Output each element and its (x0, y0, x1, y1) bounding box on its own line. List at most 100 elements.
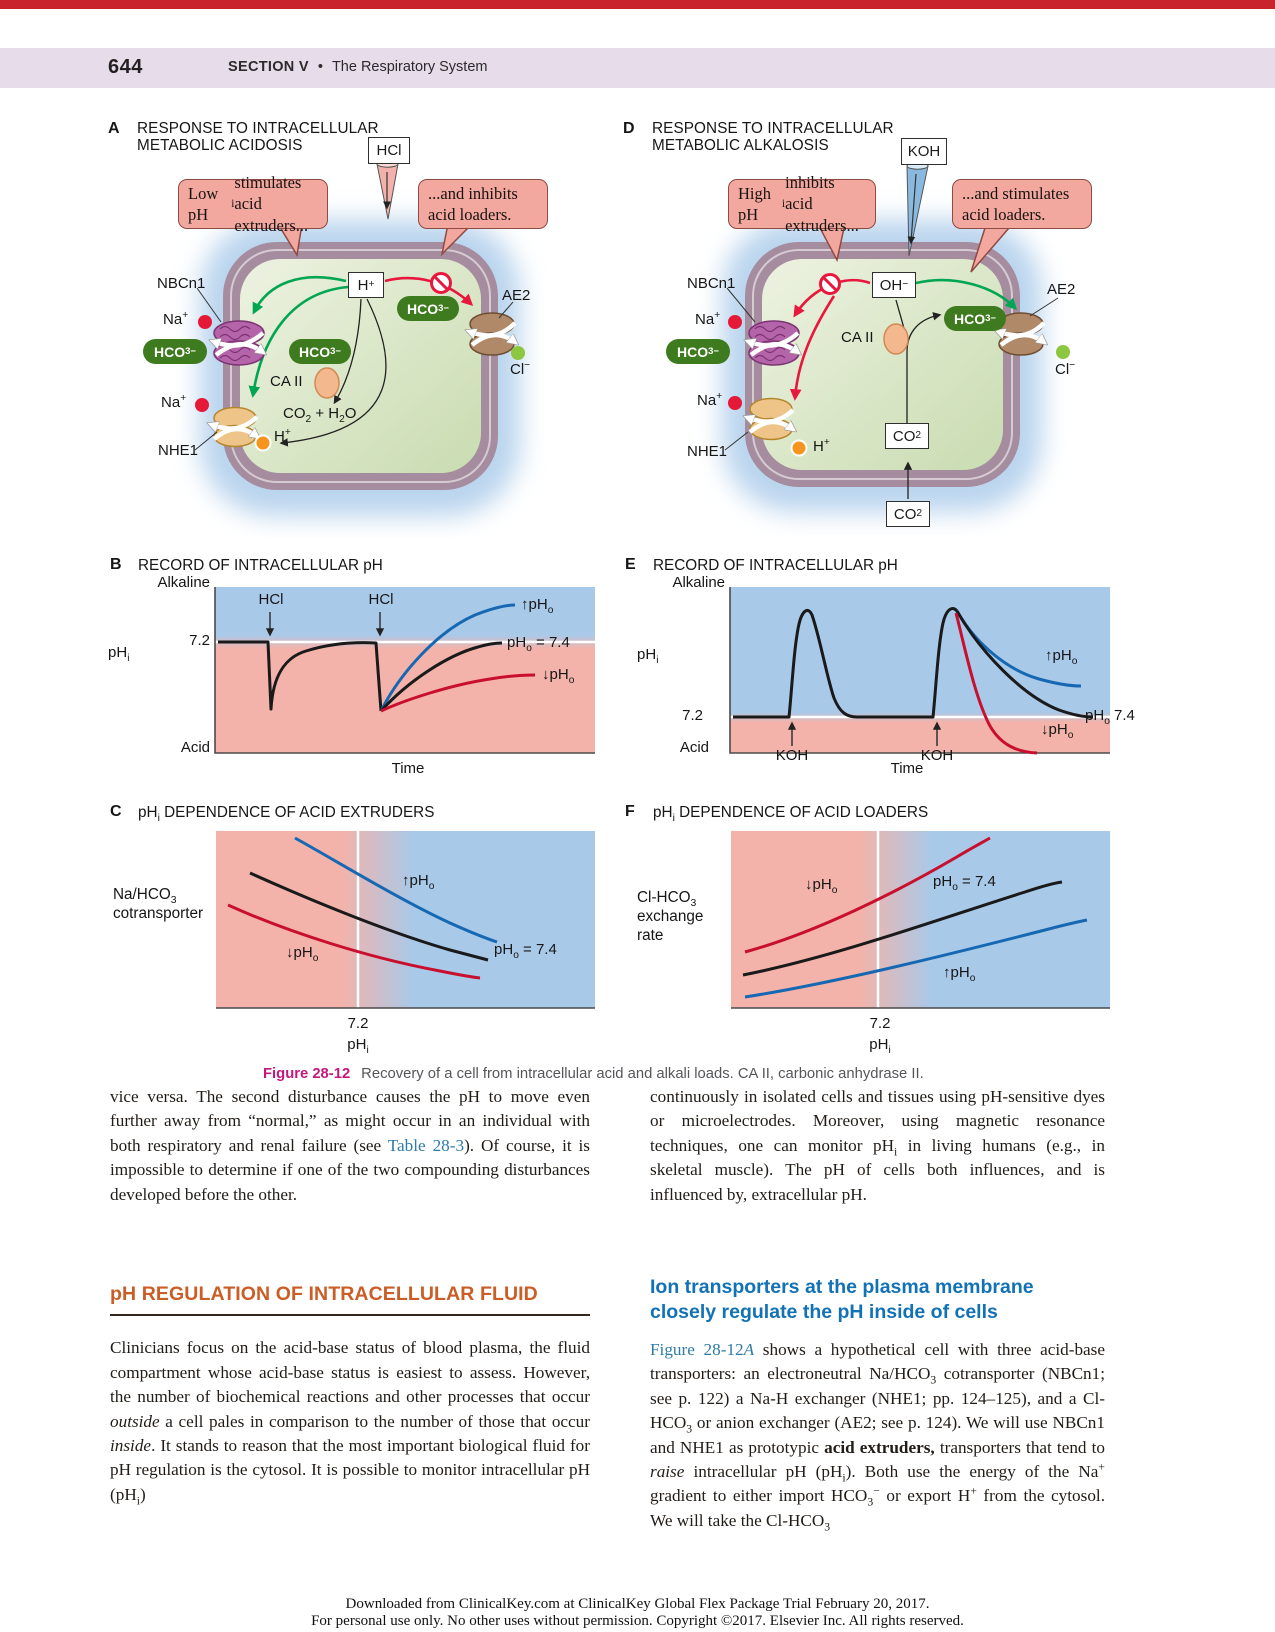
curve-low-pho (227, 903, 481, 980)
y-label-acid: Acid (679, 739, 709, 756)
nhe1-label: NHE1 (158, 442, 199, 459)
curve-label-low-pho: ↓pHo (286, 944, 319, 964)
curve-pho-74 (249, 871, 489, 962)
download-notice: Downloaded from ClinicalKey.com at Clini… (0, 1596, 1275, 1629)
curve-label-pho-74: pHo = 7.4 (933, 873, 996, 893)
nbcn1-leader-line (726, 287, 756, 323)
plot-background (731, 831, 1110, 1008)
ae2-leader-line (1029, 297, 1059, 317)
curve-label-low-pho: ↓pHo (542, 666, 575, 686)
co2-box-outside: CO 2 (886, 501, 930, 527)
na-dot-top (198, 315, 212, 329)
right-column: continuously in isolated cells and tissu… (650, 1085, 1105, 1533)
curve-label-pho-74: pHo 7.4 (1085, 707, 1135, 727)
cl-dot (511, 346, 525, 360)
callout-acid-loaders: ...and stimulates acid loaders. (952, 179, 1092, 229)
trace-low-pho (954, 612, 1038, 755)
nhe1-transporter (746, 397, 794, 441)
panel-title: RECORD OF INTRACELLULAR pH (653, 557, 898, 574)
curve-low-pho (744, 836, 991, 954)
y-tick-7-2: 7.2 (682, 707, 703, 724)
h-plus-label: H+ (274, 427, 291, 445)
cl-label: Cl− (1055, 360, 1076, 378)
na-label-bottom: Na+ (161, 393, 187, 411)
red-arrow-to-nhe1 (789, 295, 836, 401)
panel-title: RESPONSE TO INTRACELLULAR METABOLIC ALKAL… (652, 120, 894, 155)
panel-e-ph-record: E RECORD OF INTRACELLULAR pH Alkaline pH… (615, 548, 1160, 788)
nhe1-leader-line (724, 431, 749, 451)
oh-minus-box: OH − (872, 272, 916, 298)
curve-label-high-pho: ↑pHo (521, 596, 554, 616)
y-axis-label: Cl-HCO3 exchange rate (637, 889, 704, 944)
section-heading-ph-regulation: pH REGULATION OF INTRACELLULAR FLUID (110, 1282, 590, 1317)
panel-a-acidosis-diagram: A RESPONSE TO INTRACELLULAR METABOLIC ACI… (100, 112, 612, 537)
figure-caption: Figure 28-12 Recovery of a cell from intr… (263, 1066, 1033, 1082)
nbcn1-transporter (212, 320, 264, 366)
cell-diagram-alkalosis (722, 162, 1070, 512)
hcl-reagent-box: HCl (368, 137, 410, 164)
nbcn1-label: NBCn1 (157, 275, 206, 292)
ph-record-graph (729, 587, 1110, 755)
h-dot (790, 439, 808, 457)
curve-label-high-pho: ↑pHo (1045, 647, 1078, 667)
na-dot-bottom (728, 396, 742, 410)
co2-box-inside: CO 2 (885, 423, 929, 449)
figure-28-12a-link[interactable]: Figure 28-12A (650, 1340, 755, 1360)
curve-pho-74 (742, 880, 1063, 977)
h-plus-label: H+ (813, 437, 830, 455)
nbcn1-label: NBCn1 (687, 275, 736, 292)
bullet-separator: • (317, 59, 323, 75)
panel-letter: E (625, 556, 636, 573)
curve-label-high-pho: ↑pHo (943, 964, 976, 984)
green-arrow-to-ae2 (915, 278, 1018, 311)
nbcn1-leader-line (196, 287, 222, 323)
caii-label: CA II (270, 373, 303, 390)
y-label-alkaline: Alkaline (672, 574, 725, 591)
trace-high-pho (379, 603, 516, 712)
inhibit-symbol (430, 272, 452, 294)
pipette-arrow (907, 173, 917, 245)
na-label-top: Na+ (163, 310, 189, 328)
ae2-label: AE2 (502, 287, 531, 304)
nhe1-transporter (210, 406, 258, 448)
axes (729, 587, 1110, 754)
paragraph: vice versa. The second disturbance cause… (110, 1087, 590, 1204)
curve-label-low-pho: ↓pHo (1041, 721, 1074, 741)
callout-acid-extruders: High pH i inhibits acid extruders... (728, 173, 876, 235)
plot-background (216, 831, 595, 1008)
panel-f-acid-loaders: F pHi DEPENDENCE OF ACID LOADERS Cl-HCO3… (615, 795, 1160, 1065)
y-axis-label: pHi (637, 646, 659, 666)
footer-line-2: For personal use only. No other uses wit… (311, 1612, 964, 1629)
table-28-3-link[interactable]: Table 28-3 (387, 1135, 465, 1155)
curve-high-pho (744, 918, 1088, 999)
left-column: vice versa. The second disturbance cause… (110, 1085, 590, 1507)
x-axis-label: Time (890, 760, 924, 777)
panel-letter: D (623, 120, 635, 137)
callout-acid-extruders: Low pH i stimulates acid extruders... (178, 173, 328, 235)
x-axis-label: pHi (347, 1036, 369, 1056)
y-tick-7-2: 7.2 (189, 632, 210, 649)
figure-number: Figure 28-12 (263, 1066, 351, 1082)
na-dot-bottom (195, 398, 209, 412)
event-label-koh-1: KOH (775, 747, 809, 764)
panel-letter: A (108, 120, 120, 137)
section-title: SECTION V • The Respiratory System (228, 59, 488, 75)
thin-arrow-h-to-nhe1 (279, 298, 387, 447)
paragraph: Figure 28-12A shows a hypothetical cell … (650, 1340, 1105, 1534)
membrane-inner-line (752, 249, 1013, 480)
green-arrow-to-nbcn1 (252, 276, 347, 315)
trace-pho-74 (379, 641, 503, 713)
hco3-pill-inside: HCO 3− (944, 306, 1006, 331)
cytosol (762, 259, 1003, 470)
h-dot (254, 434, 272, 452)
page-number: 644 (108, 56, 143, 78)
page-header-bar: 644 SECTION V • The Respiratory System (0, 48, 1275, 88)
trace-low-pho (380, 673, 536, 713)
panel-letter: B (110, 556, 122, 573)
acid-extruder-graph (216, 831, 595, 1009)
plot-background (215, 587, 595, 753)
hco3-pill-ae2: HCO 3− (397, 296, 459, 321)
panel-letter: F (625, 803, 635, 820)
koh-reagent-box: KOH (901, 138, 947, 165)
thin-arrow-co2-to-hco3 (906, 312, 942, 423)
